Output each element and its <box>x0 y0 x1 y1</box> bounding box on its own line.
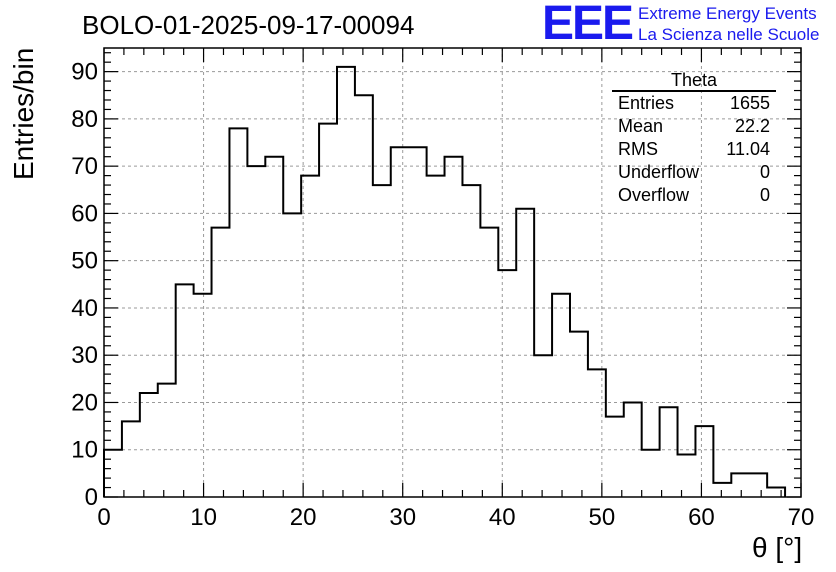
logo-line-2: La Scienza nelle Scuole <box>638 25 820 44</box>
stats-row-overflow: Overflow 0 <box>612 184 776 207</box>
stats-value: 1655 <box>729 93 770 113</box>
grid-lines <box>104 48 801 497</box>
stats-label: Entries <box>618 93 675 113</box>
stats-title: Theta <box>612 70 776 92</box>
histogram-bin <box>695 426 713 497</box>
stats-value: 11.04 <box>726 139 770 159</box>
histogram-bin <box>480 228 498 497</box>
stats-row-mean: Mean 22.2 <box>612 115 776 138</box>
histogram-bin <box>731 473 749 497</box>
tick-labels: 0 10 20 30 40 50 60 70 0 10 20 30 40 50 60 70 80 90 <box>71 59 814 531</box>
histogram-bin <box>391 147 409 497</box>
histogram-bin <box>212 228 230 497</box>
x-tick-label: 30 <box>389 504 416 531</box>
histogram-bin <box>140 393 158 497</box>
stats-label: Overflow <box>618 185 690 205</box>
stats-value: 0 <box>759 185 770 205</box>
histogram-bin <box>409 147 427 497</box>
histogram-bin <box>588 369 606 497</box>
histogram-bin <box>319 124 337 497</box>
histogram-bin <box>552 294 570 497</box>
x-tick-label: 10 <box>190 504 217 531</box>
histogram-bin <box>678 454 696 497</box>
logo-line-1: Extreme Energy Events <box>638 4 817 23</box>
histogram-bin <box>642 450 660 497</box>
histogram-bin <box>606 417 624 497</box>
stats-row-rms: RMS 11.04 <box>612 138 776 161</box>
stats-row-entries: Entries 1655 <box>612 92 776 115</box>
y-tick-label: 10 <box>71 437 98 464</box>
y-tick-label: 60 <box>71 200 98 227</box>
y-tick-label: 20 <box>71 389 98 416</box>
y-axis-label: Entries/bin <box>8 47 39 180</box>
x-axis-label: θ [°] <box>752 532 803 563</box>
stats-box: Theta Entries 1655 Mean 22.2 RMS 11.04 U… <box>612 70 776 207</box>
histogram-bin <box>445 157 463 497</box>
y-tick-label: 80 <box>71 106 98 133</box>
y-tick-label: 30 <box>71 342 98 369</box>
histogram-bin <box>534 355 552 497</box>
histogram-bin <box>355 95 373 497</box>
histogram-bin <box>247 166 265 497</box>
histogram-bin <box>104 450 122 497</box>
stats-row-underflow: Underflow 0 <box>612 161 776 184</box>
histogram-outline <box>103 65 787 497</box>
axes <box>103 47 802 498</box>
histogram-bin <box>749 473 767 497</box>
histogram-bin <box>229 128 247 497</box>
stats-label: Mean <box>618 116 664 136</box>
x-tick-label: 20 <box>290 504 317 531</box>
histogram-bin <box>570 332 588 497</box>
eee-logo: EEE <box>542 0 634 50</box>
x-tick-label: 40 <box>489 504 516 531</box>
histogram-bin <box>265 157 283 497</box>
histogram-bin <box>427 176 445 497</box>
x-tick-label: 60 <box>688 504 715 531</box>
y-tick-label: 50 <box>71 248 98 275</box>
stats-label: RMS <box>618 139 658 159</box>
histogram-bin <box>176 284 194 497</box>
x-tick-label: 70 <box>788 504 815 531</box>
histogram-bin <box>158 384 176 497</box>
chart-title: BOLO-01-2025-09-17-00094 <box>82 10 415 40</box>
y-tick-label: 90 <box>71 59 98 86</box>
histogram-bin <box>337 67 355 497</box>
plot-frame <box>103 47 802 498</box>
histogram-bin <box>122 421 140 497</box>
stats-value: 22.2 <box>734 116 770 136</box>
x-tick-label: 0 <box>97 504 110 531</box>
stats-value: 0 <box>759 162 770 182</box>
histogram-bin <box>194 294 212 497</box>
histogram-bin <box>660 407 678 497</box>
y-tick-label: 40 <box>71 295 98 322</box>
histogram-bin <box>498 270 516 497</box>
y-tick-label: 0 <box>85 484 98 511</box>
x-tick-label: 50 <box>589 504 616 531</box>
histogram-bin <box>767 488 785 497</box>
histogram-bin <box>301 176 319 497</box>
histogram-bin <box>516 209 534 497</box>
histogram-bin <box>713 483 731 497</box>
stats-label: Underflow <box>618 162 700 182</box>
y-tick-label: 70 <box>71 153 98 180</box>
